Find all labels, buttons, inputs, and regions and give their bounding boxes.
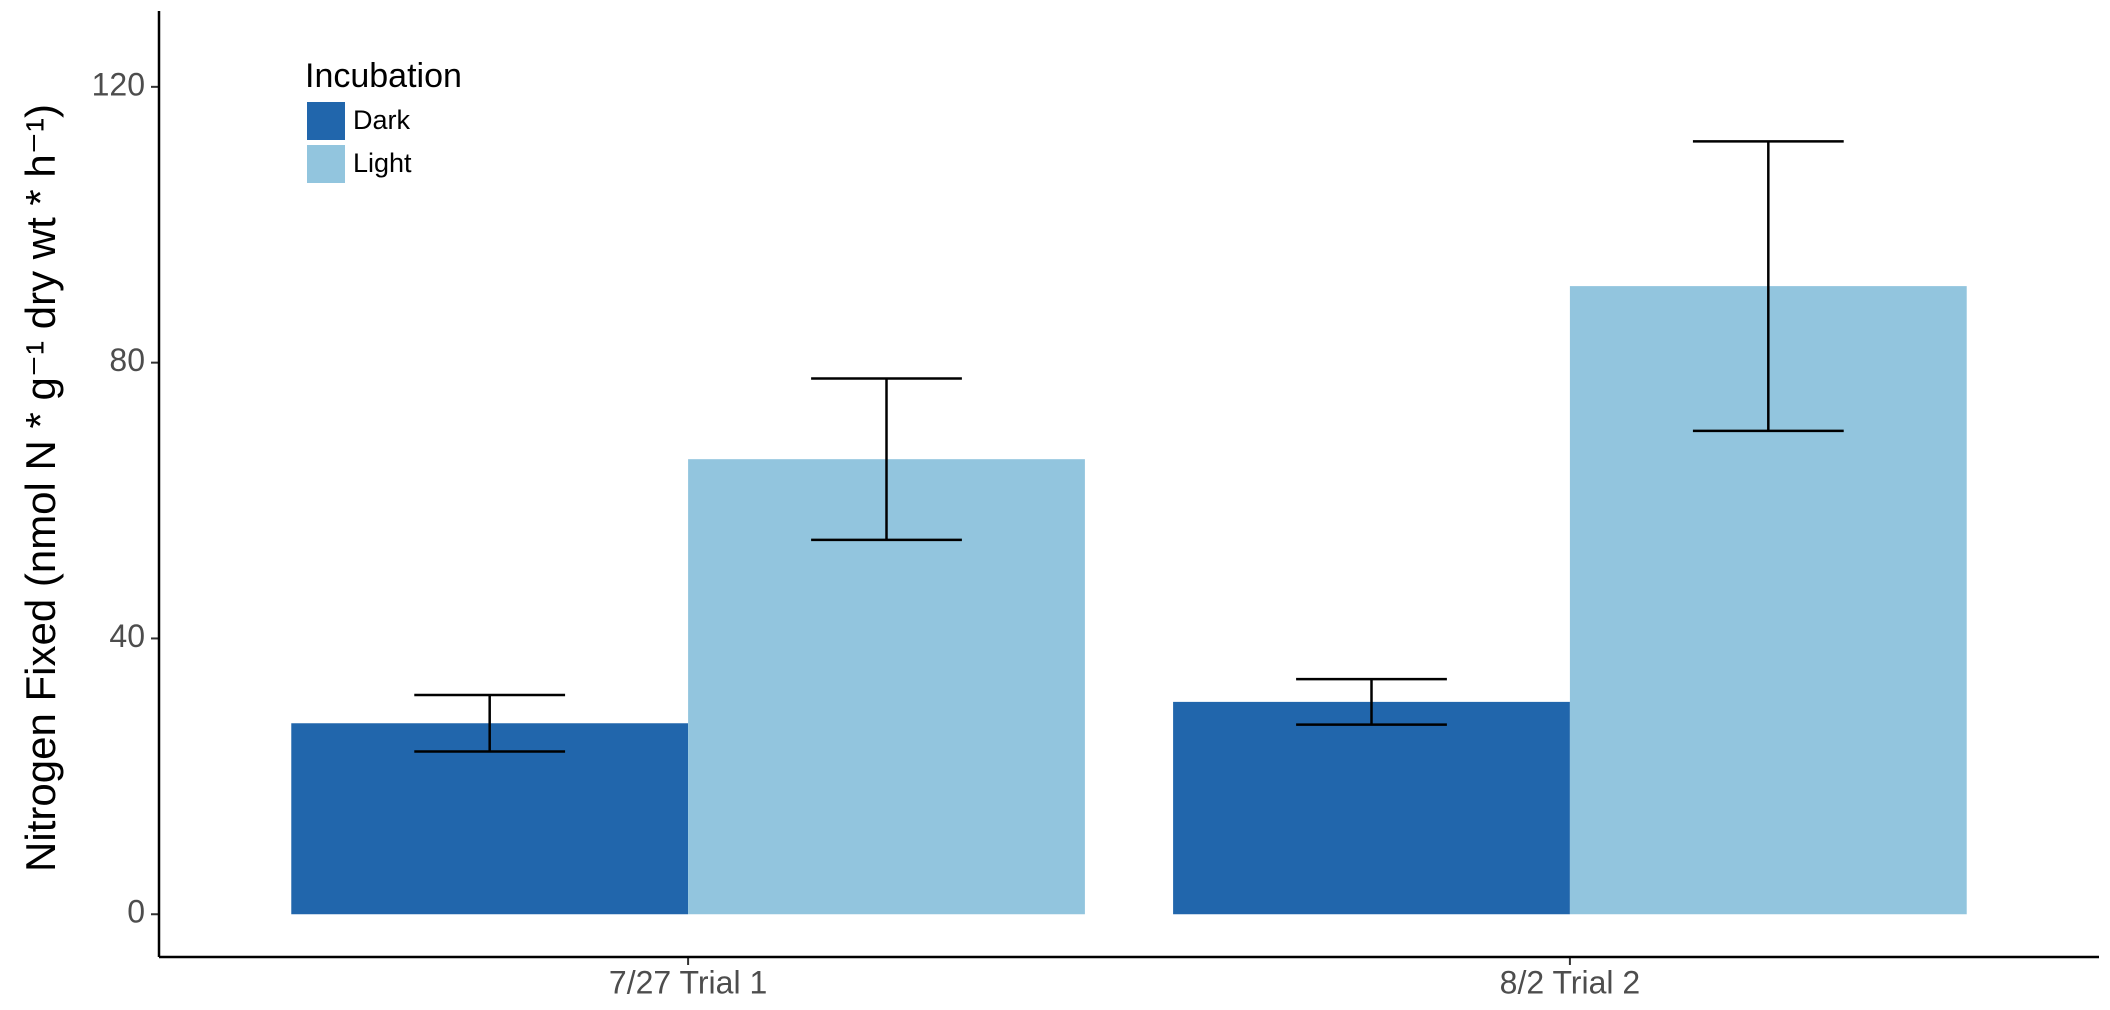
y-tick-label: 0 — [127, 894, 145, 930]
legend-label: Dark — [353, 105, 411, 135]
legend-label: Light — [353, 148, 412, 178]
y-tick-label: 40 — [109, 618, 145, 654]
legend-title: Incubation — [305, 57, 462, 95]
y-axis-label: Nitrogen Fixed (nmol N * g⁻¹ dry wt * h⁻… — [17, 104, 64, 872]
x-tick-label: 8/2 Trial 2 — [1500, 964, 1641, 1000]
legend-swatch — [307, 102, 345, 140]
legend-swatch — [307, 145, 345, 183]
error-bar — [414, 693, 566, 753]
error-bar — [1296, 677, 1447, 726]
x-tick-label: 7/27 Trial 1 — [609, 964, 767, 1000]
error-bar — [811, 377, 962, 542]
y-tick-label: 80 — [109, 342, 145, 378]
bar — [1173, 701, 1570, 915]
error-bar — [1692, 140, 1844, 433]
bar — [291, 723, 689, 915]
y-tick-label: 120 — [92, 66, 145, 102]
